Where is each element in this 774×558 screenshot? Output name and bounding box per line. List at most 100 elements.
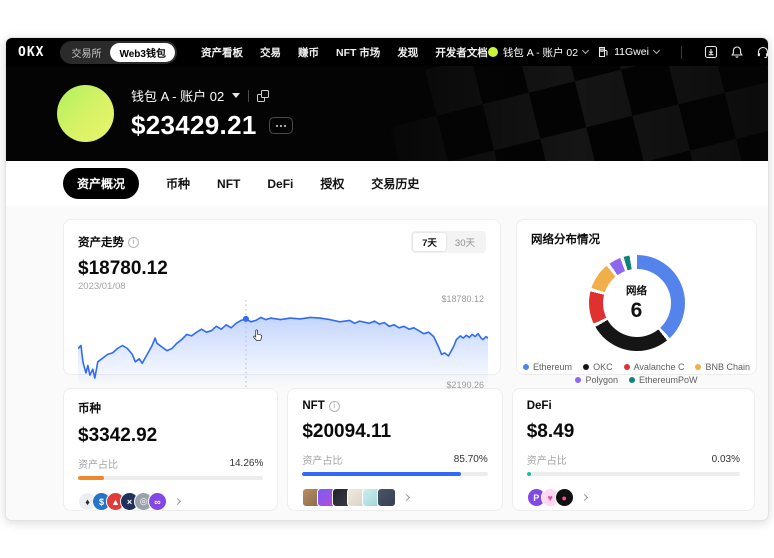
total-balance: $23429.21 [131,110,257,140]
chevron-down-icon [652,46,660,55]
wallet-name: 钱包 A - 账户 02 [131,89,225,104]
legend-dot [623,364,630,370]
top-nav: OKX 交易所 Web3钱包 资产看板 交易 赚币 NFT 市场 发现 开发者文… [6,38,768,66]
toggle-exchange[interactable]: 交易所 [71,48,102,60]
nav-item-trade[interactable]: 交易 [259,46,281,59]
info-icon[interactable] [328,400,340,412]
chart-cursor-dot [242,315,249,322]
nav-item-discover[interactable]: 发现 [397,46,419,59]
section-tabs: 资产概况 币种 NFT DeFi 授权 交易历史 [6,161,768,206]
legend-dot [583,364,590,370]
nft-thumbnail-list[interactable] [302,488,487,507]
legend-item: Polygon [575,375,618,385]
app-window: OKX 交易所 Web3钱包 资产看板 交易 赚币 NFT 市场 发现 开发者文… [5,37,769,521]
product-toggle: 交易所 Web3钱包 [60,40,177,64]
defi-card: DeFi $8.49 资产占比 0.03% P ♥ ● [511,388,755,511]
donut-center-value: 6 [630,299,643,322]
headset-icon[interactable] [756,45,769,59]
nav-menu: 资产看板 交易 赚币 NFT 市场 发现 开发者文档 [201,45,488,60]
nft-thumbnail [377,488,397,507]
legend-item: BNB Chain [695,362,750,372]
more-actions-button[interactable] [268,117,293,134]
defi-card-title: DeFi [526,400,552,412]
nav-item-developer-docs[interactable]: 开发者文档 [435,46,488,59]
ratio-label: 资产占比 [526,456,567,467]
toggle-web3-wallet[interactable]: Web3钱包 [110,42,175,62]
bell-icon[interactable] [730,45,744,59]
progress-fill [302,472,462,476]
ratio-label: 资产占比 [78,460,118,471]
info-icon[interactable] [128,236,139,248]
trend-hover-date: 2023/01/08 [78,281,126,292]
legend-dot [575,377,582,383]
asset-trend-card: 资产走势 7天 30天 $18780.12 2023/01/08 [63,219,501,390]
chevron-down-icon [582,46,590,55]
range-toggle: 7天 30天 [411,231,486,253]
trend-chart[interactable]: $18780.12 $2190.26 [77,294,489,390]
ratio-label: 资产占比 [302,456,343,467]
progress-fill [78,476,105,480]
nav-item-nft-market[interactable]: NFT 市场 [335,46,381,59]
legend-item: Ethereum [523,362,572,372]
tab-history[interactable]: 交易历史 [371,177,420,191]
tab-nft[interactable]: NFT [217,176,241,191]
coins-token-list[interactable]: ♦ $ ▲ × ◎ ∞ [78,492,263,511]
nav-item-earn[interactable]: 赚币 [297,46,319,59]
legend-item: OKC [583,362,613,372]
network-donut-chart[interactable]: 网络 6 [588,255,685,351]
legend-dot [629,377,635,383]
chart-line [77,316,489,379]
network-title: 网络分布情况 [531,234,600,246]
tab-approvals[interactable]: 授权 [320,177,345,191]
ratio-percent: 14.26% [229,458,264,469]
copy-address-icon[interactable] [257,89,270,102]
coins-card: 币种 $3342.92 资产占比 14.26% ♦ $ ▲ × ◎ ∞ [63,388,279,511]
wallet-avatar [57,85,114,142]
gas-label: 11Gwei [614,46,649,58]
nft-card-value: $20094.11 [302,421,392,442]
progress-track [302,472,488,476]
nft-card-title: NFT [302,400,325,412]
trend-hover-value: $18780.12 [78,258,168,279]
range-30d-button[interactable]: 30天 [454,238,475,249]
network-distribution-card: 网络分布情况 网络 6 Ethereum OKC Avalanche C BNB Ch… [516,219,757,385]
defi-card-value: $8.49 [526,421,575,442]
chart-max-label: $18780.12 [441,294,484,304]
chevron-right-icon[interactable] [403,493,411,502]
nft-card: NFT $20094.11 资产占比 85.70% [287,388,503,511]
chevron-right-icon[interactable] [580,493,588,502]
tab-asset-overview[interactable]: 资产概况 [63,168,140,199]
legend-item: Avalanche C [623,362,684,372]
chevron-right-icon[interactable] [173,497,182,506]
ratio-percent: 85.70% [453,454,488,465]
hand-cursor [253,329,263,341]
wallet-selector[interactable]: 钱包 A - 账户 02 [487,45,590,60]
trend-line-chart[interactable] [77,294,489,390]
coins-card-title: 币种 [78,403,101,415]
coins-card-value: $3342.92 [78,425,158,446]
progress-track [526,472,740,476]
trend-title: 资产走势 [78,237,124,249]
tab-coins[interactable]: 币种 [166,177,191,191]
defi-protocol-list[interactable]: P ♥ ● [526,488,740,507]
divider [680,45,682,59]
tab-defi[interactable]: DeFi [267,176,294,191]
wallet-selector-label: 钱包 A - 账户 02 [502,46,579,59]
download-icon[interactable] [704,45,718,59]
nav-item-dashboard[interactable]: 资产看板 [200,46,243,59]
network-legend: Ethereum OKC Avalanche C BNB Chain Polygon E… [523,359,750,385]
gas-icon [599,46,608,58]
donut-center: 网络 6 [602,269,671,337]
token-icon: ∞ [148,492,167,511]
gas-selector[interactable]: 11Gwei [598,46,660,58]
ratio-percent: 0.03% [711,454,740,465]
legend-item: EthereumPoW [629,375,698,385]
nav-right: 钱包 A - 账户 02 11Gwei [487,45,769,60]
wallet-dropdown-caret[interactable] [232,93,241,98]
protocol-icon: ● [554,488,574,507]
range-7d-button[interactable]: 7天 [413,233,446,251]
progress-fill [526,472,531,476]
wallet-status-dot [487,47,498,57]
divider [248,89,250,102]
